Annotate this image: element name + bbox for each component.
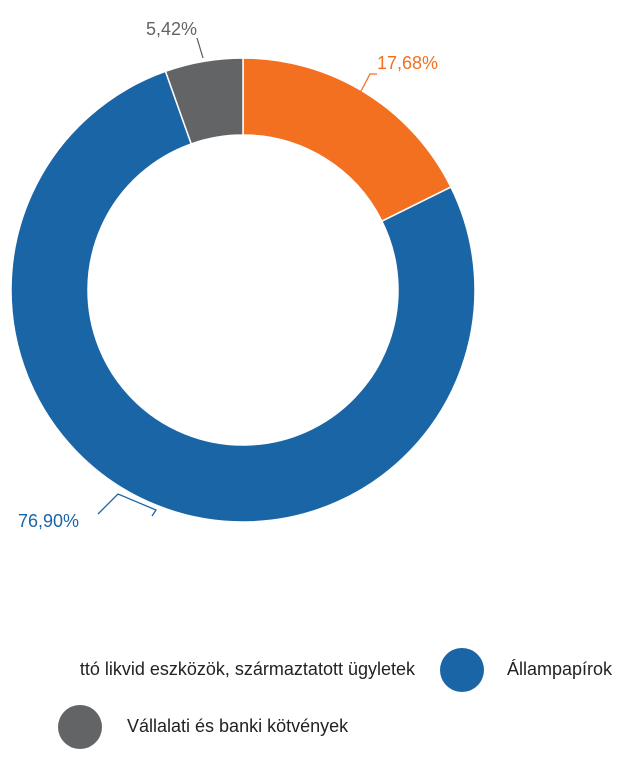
leader-line <box>349 73 377 113</box>
legend-label: Állampapírok <box>507 659 613 679</box>
legend-label: Vállalati és banki kötvények <box>127 716 349 736</box>
legend-label: ttó likvid eszközök, származtatott ügyle… <box>80 659 416 679</box>
donut-slice <box>242 57 452 223</box>
data-label: 5,42% <box>146 19 197 39</box>
donut-slice <box>164 57 244 145</box>
donut-slice <box>10 70 476 523</box>
legend-swatch <box>58 705 102 749</box>
data-label: 17,68% <box>377 53 438 73</box>
leader-line <box>97 493 157 517</box>
data-label: 76,90% <box>18 511 79 531</box>
leader-line <box>196 37 204 59</box>
legend-swatch <box>440 648 484 692</box>
